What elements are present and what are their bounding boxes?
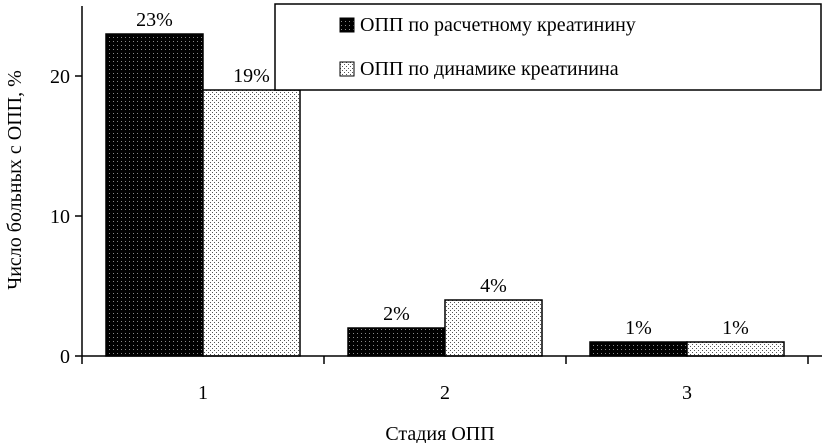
x-tick-label: 1 [198, 382, 208, 404]
bar-series-1-cat-3 [589, 341, 688, 357]
legend-box [274, 3, 822, 91]
x-tick-label: 3 [682, 382, 692, 404]
legend-swatch [339, 61, 355, 77]
bar-labels-group: 23% 19% 2% 4% 1% 1% [136, 9, 749, 339]
legend-swatch [339, 17, 355, 33]
bar-series-1-cat-2 [347, 327, 446, 357]
bar-value-label: 4% [480, 275, 507, 297]
y-tick-label: 0 [60, 346, 70, 368]
axes-group: 0 10 20 1 2 3 [50, 6, 822, 404]
bar-value-label: 19% [233, 65, 270, 87]
y-tick-label: 10 [50, 206, 70, 228]
y-axis-title: Число больных с ОПП, % [4, 70, 26, 290]
bar-series-2-cat-2 [444, 299, 543, 357]
x-axis-title: Стадия ОПП [385, 423, 494, 443]
legend-label: ОПП по динамике креатинина [360, 58, 619, 80]
bar-value-label: 1% [625, 317, 652, 339]
bar-value-label: 1% [722, 317, 749, 339]
bar-value-label: 2% [383, 303, 410, 325]
x-tick-label: 2 [440, 382, 450, 404]
legend-label: ОПП по расчетному креатинину [360, 14, 636, 36]
bar-value-label: 23% [136, 9, 173, 31]
legend: ОПП по расчетному креатинину ОПП по динам… [274, 3, 822, 91]
bar-series-2-cat-1 [202, 89, 301, 357]
bar-series-2-cat-3 [686, 341, 785, 357]
bar-series-1-cat-1 [105, 33, 204, 357]
y-tick-label: 20 [50, 66, 70, 88]
bars-group [105, 33, 785, 357]
